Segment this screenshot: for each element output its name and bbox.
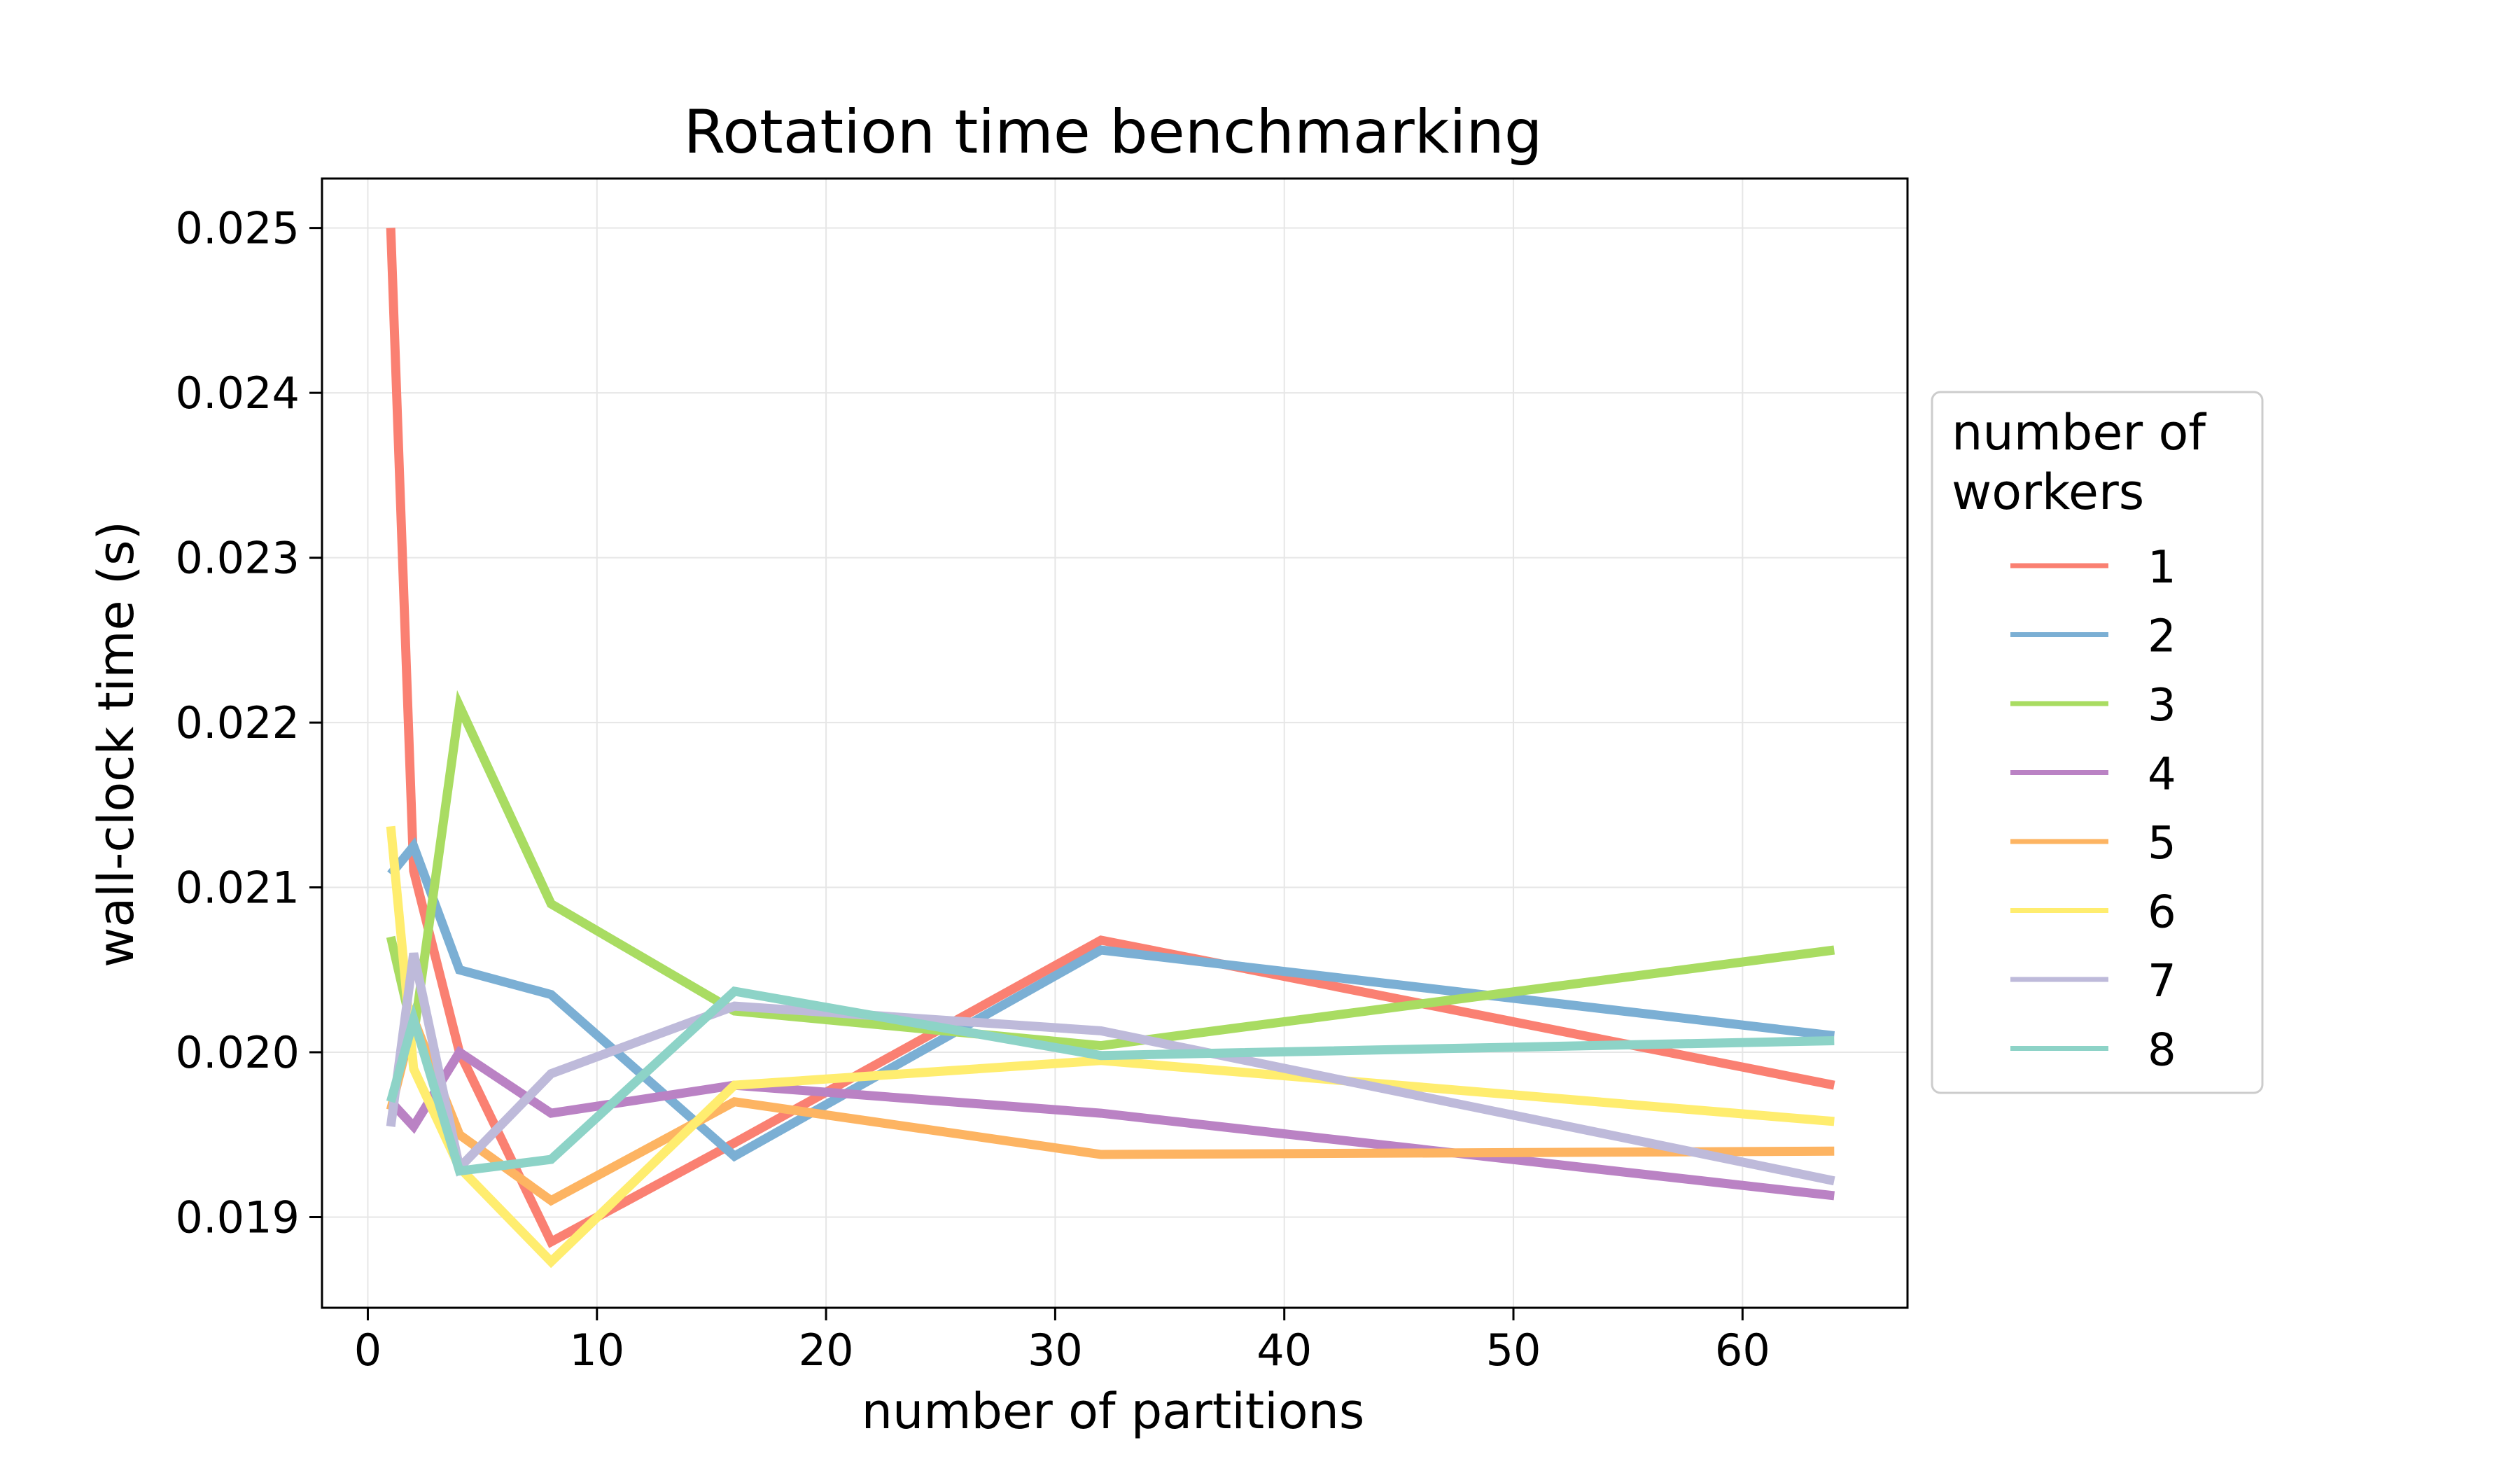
x-tick-label: 0 (354, 1325, 382, 1376)
x-tick-label: 40 (1256, 1325, 1312, 1376)
series-line-workers-8 (386, 986, 1835, 1176)
legend-entry-2: 2 (2010, 611, 2176, 663)
series-line-workers-1 (386, 228, 1835, 1248)
x-tick-label: 60 (1715, 1325, 1770, 1376)
x-axis-label: number of partitions (862, 1383, 1365, 1440)
legend-label: 3 (2148, 680, 2176, 732)
y-tick-label: 0.024 (176, 368, 300, 419)
y-tick-label: 0.020 (176, 1027, 300, 1078)
y-tick-label: 0.019 (176, 1192, 300, 1243)
x-tick-label: 10 (569, 1325, 624, 1376)
legend-label: 7 (2148, 956, 2176, 1007)
legend-entry-7: 7 (2010, 956, 2176, 1007)
legend-label: 2 (2148, 611, 2176, 663)
chart-title: Rotation time benchmarking (683, 97, 1542, 167)
x-tick-label: 30 (1028, 1325, 1083, 1376)
series-line-workers-7 (386, 952, 1835, 1186)
y-axis-label: wall-clock time (s) (88, 521, 145, 968)
legend-entry-3: 3 (2010, 680, 2176, 732)
legend: number of workers 1 2 3 4 5 6 7 8 (1931, 391, 2264, 1094)
legend-label: 6 (2148, 887, 2176, 939)
legend-title-line-2: workers (1952, 463, 2144, 521)
y-tick-label: 0.025 (176, 203, 300, 254)
series-line-workers-4 (387, 1045, 1835, 1201)
legend-label: 1 (2148, 542, 2176, 594)
x-tick-label: 20 (799, 1325, 854, 1376)
legend-entry-1: 1 (2010, 542, 2176, 594)
x-tick-label: 50 (1486, 1325, 1541, 1376)
grid-lines (322, 179, 1907, 1308)
legend-entry-5: 5 (2010, 818, 2176, 870)
legend-entry-4: 4 (2010, 749, 2176, 801)
y-tick-label: 0.022 (176, 697, 300, 748)
legend-label: 5 (2148, 818, 2176, 870)
legend-entry-6: 6 (2010, 887, 2176, 939)
legend-entries: 1 2 3 4 5 6 7 8 (2010, 542, 2176, 1077)
legend-entry-8: 8 (2010, 1025, 2176, 1077)
plot-frame (321, 177, 1909, 1309)
legend-label: 4 (2148, 749, 2176, 801)
y-tick-label: 0.021 (176, 863, 300, 914)
x-axis-ticks: 0 10 20 30 40 50 60 (354, 1308, 1770, 1376)
y-axis-ticks: 0.019 0.020 0.021 0.022 0.023 0.024 0.025 (176, 203, 322, 1243)
legend-title-line-1: number of (1952, 404, 2206, 461)
legend-label: 8 (2148, 1025, 2176, 1077)
series-lines (386, 228, 1835, 1269)
series-line-workers-2 (387, 837, 1835, 1162)
y-tick-label: 0.023 (176, 533, 300, 584)
series-line-workers-6 (386, 825, 1835, 1269)
